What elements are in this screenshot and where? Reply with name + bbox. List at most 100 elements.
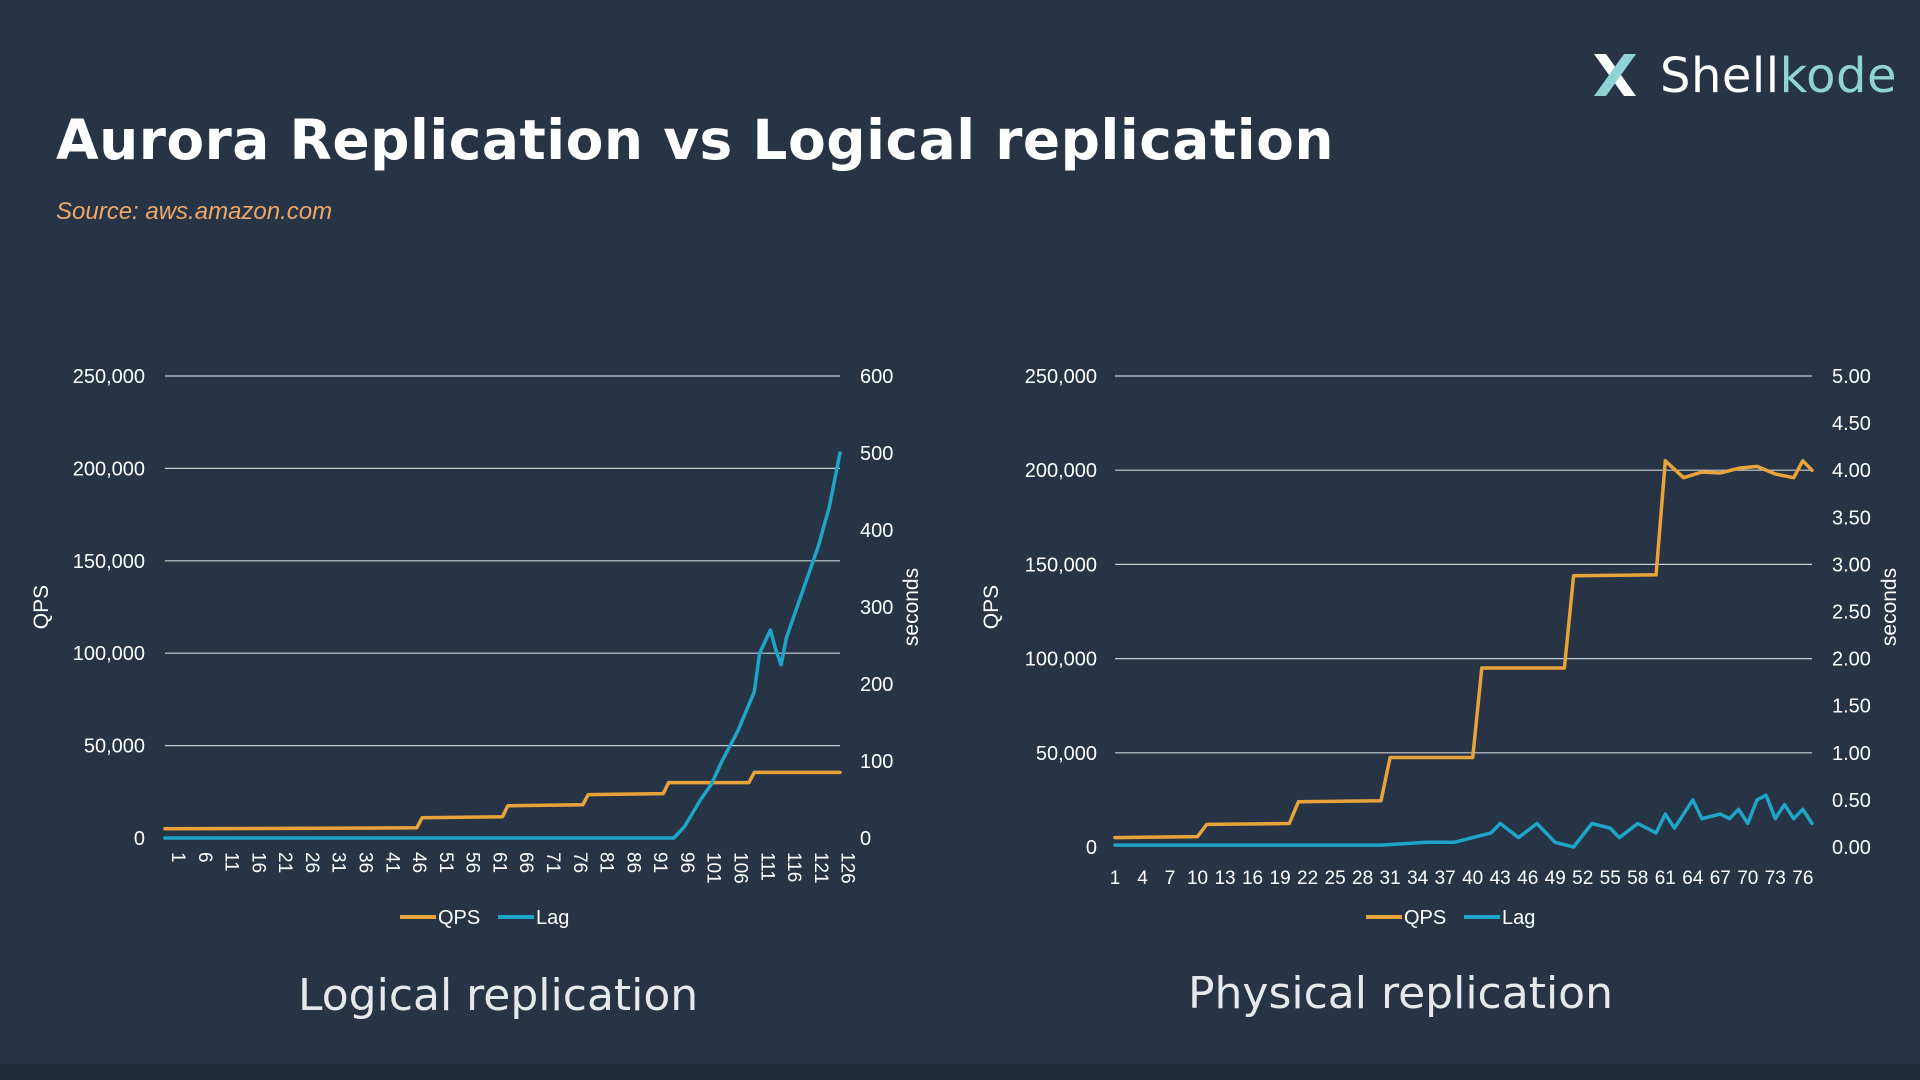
left-axis-title: QPS	[980, 585, 1003, 629]
x-axis-tick-label: 51	[435, 852, 456, 873]
right-axis-tick-label: 100	[860, 751, 893, 773]
x-axis-tick-label: 21	[274, 852, 295, 873]
series-line-qps	[163, 770, 842, 831]
left-axis-tick-label: 250,000	[1025, 366, 1097, 388]
right-axis-tick-label: 500	[860, 443, 893, 465]
right-axis-tick-label: 200	[860, 674, 893, 696]
bottom-strip	[0, 1064, 1920, 1080]
x-axis-tick-label: 121	[810, 852, 831, 884]
x-axis-tick-label: 40	[1462, 868, 1483, 889]
left-axis-tick-label: 250,000	[73, 366, 145, 388]
right-axis-tick-label: 0.00	[1832, 837, 1871, 859]
x-axis-tick-label: 58	[1627, 868, 1648, 889]
x-axis-tick-label: 52	[1572, 868, 1593, 889]
x-axis-tick-label: 46	[1517, 868, 1538, 889]
brand-name-part-2: kode	[1779, 48, 1898, 104]
right-axis-tick-label: 2.50	[1832, 602, 1871, 624]
series-line-lag	[1113, 793, 1814, 849]
right-axis-tick-label: 4.00	[1832, 460, 1871, 482]
left-axis-title: QPS	[30, 585, 53, 629]
x-axis-tick-label: 19	[1270, 868, 1291, 889]
x-axis-tick-label: 16	[1242, 868, 1263, 889]
x-axis-tick-label: 11	[221, 852, 242, 872]
x-axis-tick-label: 4	[1137, 868, 1148, 889]
x-axis-tick-label: 31	[328, 852, 349, 873]
x-axis-tick-label: 43	[1490, 868, 1511, 889]
x-axis-tick-label: 96	[676, 852, 697, 873]
x-axis-tick-label: 41	[381, 852, 402, 873]
x-axis-tick-label: 1	[1110, 868, 1121, 889]
right-axis-title: seconds	[1878, 568, 1901, 646]
x-axis-tick-label: 56	[462, 852, 483, 873]
x-axis-tick-label: 64	[1682, 868, 1704, 889]
x-axis-tick-label: 67	[1710, 868, 1731, 889]
brand-name-part-1: Shell	[1660, 48, 1780, 104]
x-axis-tick-label: 86	[622, 852, 643, 873]
x-axis-tick-label: 66	[515, 852, 536, 873]
left-axis-tick-label: 150,000	[1025, 554, 1097, 576]
right-axis-tick-label: 5.00	[1832, 366, 1871, 388]
right-axis-tick-label: 1.00	[1832, 743, 1871, 765]
legend-label-lag: Lag	[1502, 907, 1535, 929]
left-axis-tick-label: 100,000	[73, 643, 145, 665]
x-axis-tick-label: 71	[542, 852, 563, 873]
left-axis-tick-label: 0	[1086, 837, 1097, 859]
x-axis-tick-label: 26	[301, 852, 322, 873]
x-axis-tick-label: 76	[1792, 868, 1813, 889]
x-axis-tick-label: 22	[1297, 868, 1318, 889]
right-axis-tick-label: 600	[860, 366, 893, 388]
x-axis-tick-label: 70	[1737, 868, 1758, 889]
right-axis-tick-label: 0.50	[1832, 790, 1871, 812]
x-axis-tick-label: 25	[1325, 868, 1346, 889]
right-axis-tick-label: 300	[860, 597, 893, 619]
x-logo-icon	[1594, 54, 1636, 96]
x-axis-tick-label: 55	[1600, 868, 1621, 889]
slide-title: Aurora Replication vs Logical replicatio…	[56, 108, 1335, 172]
x-axis-tick-label: 7	[1165, 868, 1176, 889]
chart-caption-physical: Physical replication	[1188, 968, 1613, 1019]
legend-label-lag: Lag	[536, 907, 569, 929]
left-axis-tick-label: 200,000	[73, 458, 145, 480]
right-axis-tick-label: 400	[860, 520, 893, 542]
right-axis-tick-label: 1.50	[1832, 696, 1871, 718]
x-axis-tick-label: 6	[194, 852, 215, 863]
x-axis-tick-label: 61	[488, 852, 509, 873]
x-axis-tick-label: 61	[1655, 868, 1676, 889]
legend-label-qps: QPS	[1404, 907, 1446, 929]
left-axis-tick-label: 150,000	[73, 551, 145, 573]
right-axis-tick-label: 4.50	[1832, 413, 1871, 435]
source-note: Source: aws.amazon.com	[56, 198, 333, 225]
x-axis-tick-label: 106	[730, 852, 751, 884]
right-axis-tick-label: 0	[860, 828, 871, 850]
right-axis-title: seconds	[900, 568, 923, 646]
x-axis-tick-label: 16	[247, 852, 268, 873]
x-axis-tick-label: 36	[355, 852, 376, 873]
x-axis-tick-label: 34	[1407, 868, 1429, 889]
x-axis-tick-label: 1	[167, 852, 188, 863]
x-axis-tick-label: 101	[703, 852, 724, 884]
brand-name: Shellkode	[1660, 48, 1897, 104]
legend-label-qps: QPS	[438, 907, 480, 929]
brand-logo: Shellkode	[1590, 48, 1897, 104]
x-axis-tick-label: 91	[649, 852, 670, 873]
x-axis-tick-label: 76	[569, 852, 590, 873]
left-axis-tick-label: 50,000	[84, 736, 145, 758]
series-line-qps	[1113, 459, 1814, 840]
x-axis-tick-label: 31	[1380, 868, 1401, 889]
x-axis-tick-label: 46	[408, 852, 429, 873]
right-axis-tick-label: 3.00	[1832, 554, 1871, 576]
left-axis-tick-label: 100,000	[1025, 649, 1097, 671]
x-axis-tick-label: 116	[783, 852, 804, 882]
x-axis-tick-label: 81	[596, 852, 617, 873]
series-line-lag	[163, 451, 842, 840]
left-axis-tick-label: 50,000	[1036, 743, 1097, 765]
x-axis-tick-label: 28	[1352, 868, 1373, 889]
x-axis-tick-label: 126	[837, 852, 858, 884]
x-axis-tick-label: 10	[1187, 868, 1208, 889]
left-axis-tick-label: 0	[134, 828, 145, 850]
x-axis-tick-label: 111	[756, 852, 777, 881]
x-axis-tick-label: 73	[1765, 868, 1786, 889]
chart-caption-logical: Logical replication	[298, 970, 699, 1021]
